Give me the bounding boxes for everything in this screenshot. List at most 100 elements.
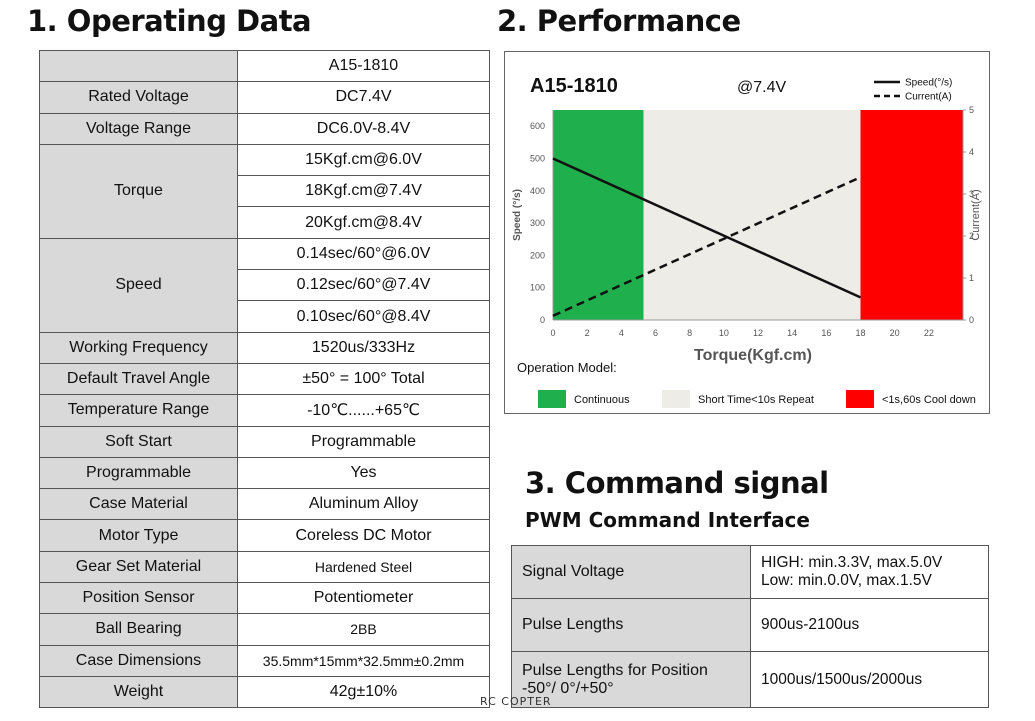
row-value: 15Kgf.cm@6.0V — [237, 143, 490, 177]
row-label: Motor Type — [39, 519, 238, 552]
row-label: Signal Voltage — [511, 545, 751, 599]
x-tick-label: 12 — [753, 328, 763, 338]
command-signal-table: Signal Voltage HIGH: min.3.3V, max.5.0V … — [511, 545, 989, 708]
y-tick-label: 200 — [530, 250, 545, 260]
performance-chart-svg: 0 2 4 6 8 10 12 14 16 18 20 22010020030040050060001… — [512, 75, 982, 408]
row-label: Rated Voltage — [39, 81, 238, 114]
row-label: Case Dimensions — [39, 644, 238, 677]
operating-data-table: A15-1810 Rated Voltage DC7.4V Voltage Ra… — [39, 49, 490, 709]
x-tick-label: 4 — [619, 328, 624, 338]
table-header-blank — [39, 49, 238, 83]
row-value: 0.10sec/60°@8.4V — [237, 300, 490, 333]
row-label: Torque — [39, 143, 238, 239]
row-label: Pulse Lengths — [511, 598, 751, 652]
watermark-logo: RC COPTER — [480, 695, 552, 708]
table-row: Case Material Aluminum Alloy — [39, 488, 490, 521]
y2-tick-label: 2 — [969, 231, 974, 241]
table-row: Pulse Lengths 900us-2100us — [511, 598, 989, 652]
table-row: Temperature Range -10℃......+65℃ — [39, 394, 490, 427]
y2-tick-label: 0 — [969, 315, 974, 325]
y-axis-label: Speed (°/s) — [512, 189, 523, 241]
table-row: Case Dimensions 35.5mm*15mm*32.5mm±0.2mm — [39, 644, 490, 677]
row-value: Programmable — [237, 425, 490, 458]
row-label: Case Material — [39, 488, 238, 521]
x-tick-label: 18 — [855, 328, 865, 338]
table-row: Weight 42g±10% — [39, 675, 490, 709]
x-tick-label: 22 — [924, 328, 934, 338]
row-value: ±50° = 100° Total — [237, 362, 490, 396]
y2-tick-label: 1 — [969, 273, 974, 283]
row-value: Yes — [237, 456, 490, 490]
row-label: Weight — [39, 675, 238, 709]
y-tick-label: 0 — [540, 315, 545, 325]
row-label: Gear Set Material — [39, 550, 238, 584]
x-tick-label: 2 — [585, 328, 590, 338]
table-row: Rated Voltage DC7.4V — [39, 81, 490, 114]
value-line: 900us-2100us — [761, 616, 860, 633]
table-row: Working Frequency 1520us/333Hz — [39, 331, 490, 364]
row-value: HIGH: min.3.3V, max.5.0V Low: min.0.0V, … — [750, 545, 989, 599]
table-row: Programmable Yes — [39, 456, 490, 490]
table-row: A15-1810 — [39, 49, 490, 83]
table-row: Motor Type Coreless DC Motor — [39, 519, 490, 552]
region-legend-label-1: Short Time<10s Repeat — [698, 394, 814, 406]
y-tick-label: 100 — [530, 283, 545, 293]
row-value: 1520us/333Hz — [237, 331, 490, 364]
row-value: 900us-2100us — [750, 598, 989, 652]
row-value: DC6.0V-8.4V — [237, 112, 490, 145]
table-row: Pulse Lengths for Position -50°/ 0°/+50°… — [511, 651, 989, 708]
row-value: 35.5mm*15mm*32.5mm±0.2mm — [237, 644, 490, 677]
x-tick-label: 6 — [653, 328, 658, 338]
row-value: -10℃......+65℃ — [237, 394, 490, 427]
row-value: 2BB — [237, 613, 490, 646]
region-legend-swatch-1 — [662, 390, 690, 408]
operating-data-title: 1. Operating Data — [27, 4, 312, 38]
pwm-interface-subtitle: PWM Command Interface — [525, 508, 810, 532]
table-row: Soft Start Programmable — [39, 425, 490, 458]
label-line: Pulse Lengths for Position — [522, 661, 708, 679]
row-label: Programmable — [39, 456, 238, 490]
row-value: 0.14sec/60°@6.0V — [237, 237, 490, 271]
row-label: Working Frequency — [39, 331, 238, 364]
region-legend-swatch-0 — [538, 390, 566, 408]
row-value: 18Kgf.cm@7.4V — [237, 175, 490, 208]
table-row: 18Kgf.cm@7.4V — [40, 175, 490, 208]
y-tick-label: 300 — [530, 218, 545, 228]
table-row: Default Travel Angle ±50° = 100° Total — [39, 362, 490, 396]
table-row: Ball Bearing 2BB — [39, 613, 490, 646]
chart-subtitle: @7.4V — [737, 79, 786, 96]
row-value: 42g±10% — [237, 675, 490, 709]
row-label: Soft Start — [39, 425, 238, 458]
region-legend-label-0: Continuous — [574, 394, 630, 406]
y-tick-label: 400 — [530, 186, 545, 196]
model-header-cell: A15-1810 — [237, 49, 490, 83]
performance-title: 2. Performance — [497, 4, 741, 38]
value-line: 1000us/1500us/2000us — [761, 670, 923, 688]
table-row: Gear Set Material Hardened Steel — [39, 550, 490, 584]
series-line-0 — [552, 157, 862, 299]
row-value: 20Kgf.cm@8.4V — [237, 206, 490, 239]
region-legend-swatch-2 — [846, 390, 874, 408]
row-label: Voltage Range — [39, 112, 238, 145]
legend-label-0: Speed(°/s) — [905, 78, 952, 89]
table-row: Torque 15Kgf.cm@6.0V — [39, 143, 490, 239]
value-line: HIGH: min.3.3V, max.5.0V — [761, 554, 943, 571]
x-tick-label: 10 — [719, 328, 729, 338]
operation-model-title: Operation Model: — [517, 360, 617, 375]
row-value: Potentiometer — [237, 582, 490, 615]
region-0 — [553, 110, 644, 320]
region-legend-label-2: <1s,60s Cool down — [882, 394, 976, 406]
y2-tick-label: 3 — [969, 189, 974, 199]
row-label: Pulse Lengths for Position -50°/ 0°/+50° — [511, 651, 751, 708]
legend-label-1: Current(A) — [905, 92, 952, 103]
table-row: 0.10sec/60°@8.4V — [40, 300, 490, 333]
y2-tick-label: 5 — [969, 105, 974, 115]
row-value: 0.12sec/60°@7.4V — [237, 269, 490, 302]
x-tick-label: 20 — [890, 328, 900, 338]
row-label: Temperature Range — [39, 394, 238, 427]
row-value: Hardened Steel — [237, 550, 490, 584]
row-label: Position Sensor — [39, 582, 238, 615]
performance-chart: 0 2 4 6 8 10 12 14 16 18 20 22 0 100 200 300 400 500 600 0 1… — [504, 51, 990, 414]
row-value: 1000us/1500us/2000us — [750, 651, 989, 708]
y-tick-label: 600 — [530, 121, 545, 131]
